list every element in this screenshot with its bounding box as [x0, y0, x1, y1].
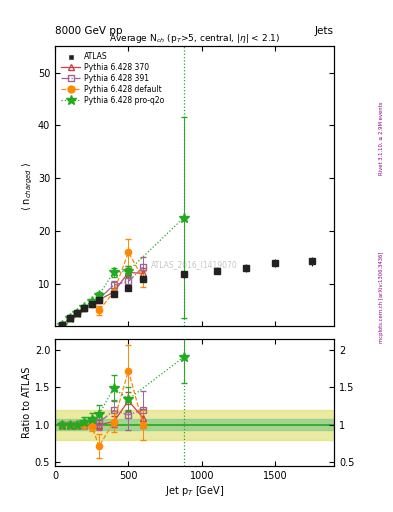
- Text: mcplots.cern.ch [arXiv:1306.3436]: mcplots.cern.ch [arXiv:1306.3436]: [379, 251, 384, 343]
- X-axis label: Jet p$_{T}$ [GeV]: Jet p$_{T}$ [GeV]: [165, 483, 224, 498]
- Text: Jets: Jets: [315, 26, 334, 36]
- Legend: ATLAS, Pythia 6.428 370, Pythia 6.428 391, Pythia 6.428 default, Pythia 6.428 pr: ATLAS, Pythia 6.428 370, Pythia 6.428 39…: [59, 50, 167, 107]
- Text: ATLAS_2016_I1419070: ATLAS_2016_I1419070: [151, 260, 238, 269]
- Y-axis label: $\langle$ n$_{charged}$ $\rangle$: $\langle$ n$_{charged}$ $\rangle$: [20, 161, 35, 211]
- Y-axis label: Ratio to ATLAS: Ratio to ATLAS: [22, 367, 32, 438]
- Text: 8000 GeV pp: 8000 GeV pp: [55, 26, 123, 36]
- Title: Average N$_{ch}$ (p$_T$>5, central, |$\eta$| < 2.1): Average N$_{ch}$ (p$_T$>5, central, |$\e…: [109, 32, 280, 45]
- Text: Rivet 3.1.10, ≥ 2.9M events: Rivet 3.1.10, ≥ 2.9M events: [379, 101, 384, 175]
